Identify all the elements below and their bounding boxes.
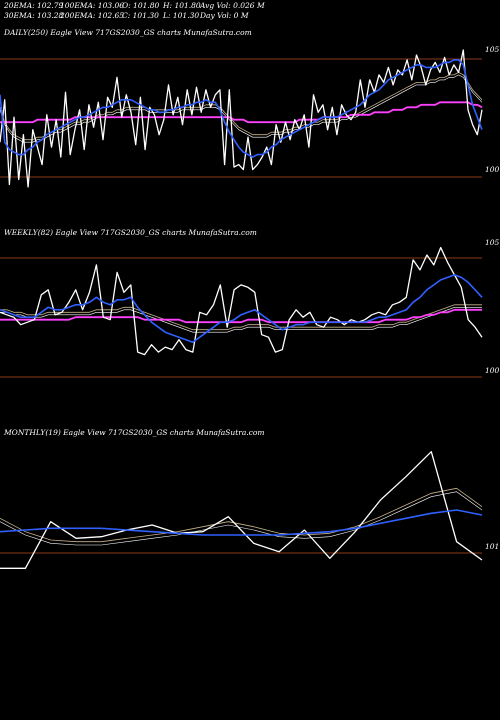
close-readout: C: 101.30 xyxy=(122,11,159,20)
ema-short-line xyxy=(0,274,483,344)
open-readout: O: 101.80 xyxy=(122,1,160,10)
monthly-chart-title: MONTHLY(19) Eagle View 717GS2030_GS char… xyxy=(4,428,265,437)
ema-short-line xyxy=(0,509,483,536)
ema20-readout: 20EMA: 102.79 xyxy=(4,1,64,10)
ema-short-line xyxy=(0,59,483,158)
low-readout: L: 101.30 xyxy=(163,11,200,20)
ema-mid-2-line xyxy=(0,74,483,143)
ema-mid-1-line xyxy=(0,72,483,141)
level-label-101: 101 xyxy=(485,542,499,551)
level-label-105: 105 xyxy=(485,45,500,54)
ema-long-line xyxy=(0,308,482,324)
price-line xyxy=(0,246,483,356)
level-label-100: 100 xyxy=(485,366,500,375)
high-readout: H: 101.80 xyxy=(163,1,201,10)
price-line xyxy=(0,451,483,569)
chart-panel-1: 105 100 xyxy=(0,238,500,378)
day-vol-readout: Day Vol: 0 M xyxy=(200,11,249,20)
ema-mid-1-line xyxy=(0,304,482,331)
ema-mid-2-line xyxy=(0,491,483,546)
avg-vol-readout: Avg Vol: 0.026 M xyxy=(200,1,265,10)
ema30-readout: 30EMA: 103.28 xyxy=(4,11,64,20)
chart-panel-0: 105 100 xyxy=(0,45,500,188)
daily-chart-title: DAILY(250) Eagle View 717GS2030_GS chart… xyxy=(4,28,252,37)
ema-mid-1-line xyxy=(0,487,483,543)
level-label-100: 100 xyxy=(485,165,500,174)
level-label-105: 105 xyxy=(485,238,500,247)
ema-long-line xyxy=(0,101,483,124)
ema200-readout: 200EMA: 102.65 xyxy=(60,11,125,20)
ema-mid-2-line xyxy=(0,306,482,333)
ema100-readout: 100EMA: 103.06 xyxy=(60,1,125,10)
chart-panel-2: 101 xyxy=(0,451,499,569)
weekly-chart-title: WEEKLY(82) Eagle View 717GS2030_GS chart… xyxy=(4,228,257,237)
